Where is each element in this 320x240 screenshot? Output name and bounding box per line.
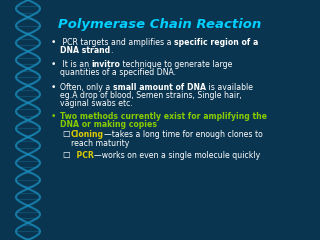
Text: —takes a long time for enough clones to: —takes a long time for enough clones to (104, 130, 263, 139)
Text: Polymerase Chain Reaction: Polymerase Chain Reaction (58, 18, 261, 31)
Text: vaginal swabs etc.: vaginal swabs etc. (60, 99, 133, 108)
Text: PCR: PCR (71, 151, 94, 160)
Text: invitro: invitro (92, 60, 121, 69)
Text: •: • (51, 38, 56, 47)
Text: PCR targets and amplifies a: PCR targets and amplifies a (60, 38, 174, 47)
Text: Two methods currently exist for amplifying the: Two methods currently exist for amplifyi… (60, 112, 267, 121)
Text: Often, only a: Often, only a (60, 83, 113, 92)
Text: eg.A drop of blood, Semen strains, Single hair,: eg.A drop of blood, Semen strains, Singl… (60, 91, 242, 100)
Text: •: • (51, 83, 56, 92)
Text: Cloning: Cloning (71, 130, 104, 139)
Text: reach maturity: reach maturity (71, 139, 129, 148)
Text: .: . (110, 46, 113, 55)
Text: —works on even a single molecule quickly: —works on even a single molecule quickly (94, 151, 260, 160)
Text: quantities of a specified DNA.: quantities of a specified DNA. (60, 68, 176, 77)
Text: small amount of DNA: small amount of DNA (113, 83, 206, 92)
Text: DNA or making copies: DNA or making copies (60, 120, 157, 129)
Text: is available: is available (206, 83, 253, 92)
Text: •: • (51, 60, 56, 69)
Text: specific region of a: specific region of a (174, 38, 258, 47)
Text: •: • (51, 112, 56, 121)
Text: DNA strand: DNA strand (60, 46, 110, 55)
Text: ☐: ☐ (62, 151, 70, 160)
Text: It is an: It is an (60, 60, 92, 69)
Text: ☐: ☐ (62, 130, 70, 139)
Text: technique to generate large: technique to generate large (121, 60, 233, 69)
